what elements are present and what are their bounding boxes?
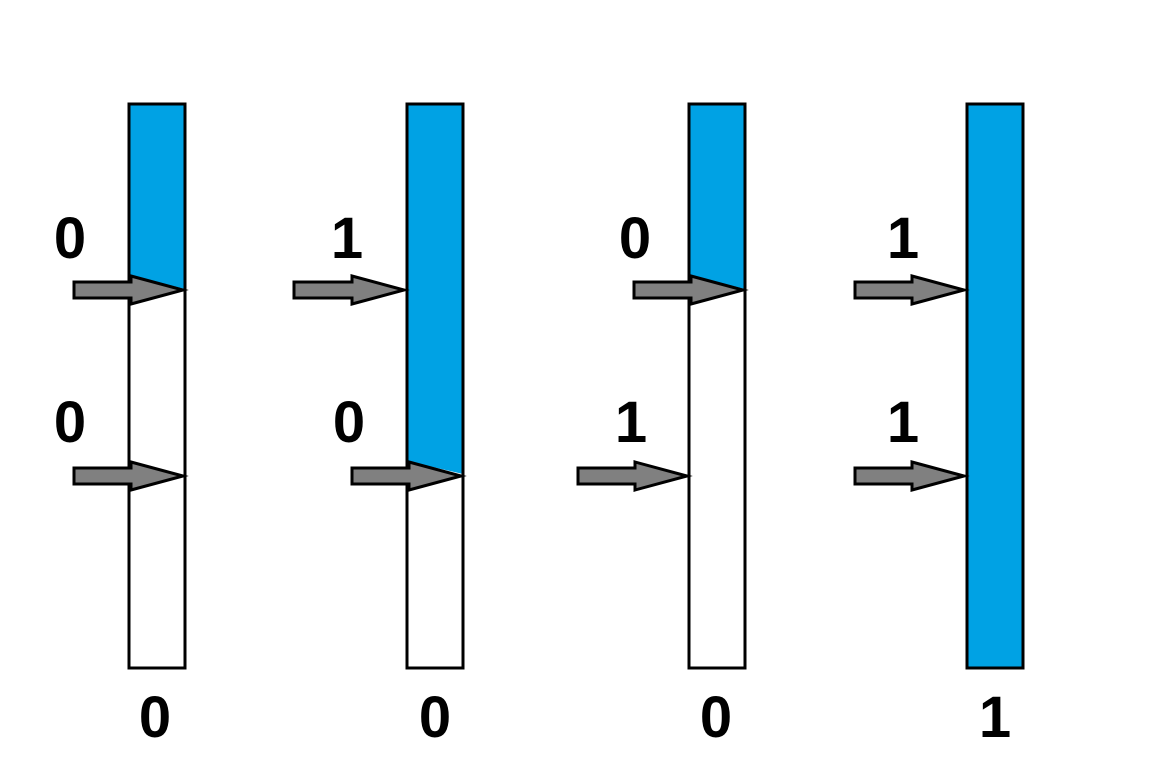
- tube-fill: [129, 104, 185, 289]
- tube-outline: [405, 102, 465, 670]
- tube-fill: [967, 104, 1023, 668]
- tube-outline: [687, 102, 747, 670]
- input-a-label: 1: [887, 206, 919, 271]
- tube-outline: [127, 102, 187, 670]
- tube-fill: [689, 104, 745, 289]
- output-label: 1: [979, 685, 1011, 750]
- input-b-label: 0: [333, 390, 365, 455]
- input-b-label: 1: [887, 390, 919, 455]
- arrow-icon: [632, 274, 749, 306]
- gate-column-3: 0 1 0: [576, 102, 749, 750]
- arrow-icon: [72, 460, 189, 492]
- arrow-icon: [853, 460, 970, 492]
- tube-outline: [965, 102, 1025, 670]
- gate-column-1: 0 0 0: [54, 102, 189, 750]
- arrow-icon: [350, 460, 467, 492]
- arrow-icon: [576, 460, 693, 492]
- tube-fill: [407, 104, 463, 474]
- input-a-label: 1: [331, 206, 363, 271]
- gate-column-2: 1 0 0: [292, 102, 467, 750]
- output-label: 0: [139, 685, 171, 750]
- output-label: 0: [700, 685, 732, 750]
- gate-column-4: 1 1 1: [853, 102, 1025, 750]
- input-a-label: 0: [619, 206, 651, 271]
- input-a-label: 0: [54, 206, 86, 271]
- arrow-icon: [292, 274, 410, 306]
- input-b-label: 1: [615, 390, 647, 455]
- arrow-icon: [72, 274, 189, 306]
- arrow-icon: [853, 274, 970, 306]
- input-b-label: 0: [54, 390, 86, 455]
- output-label: 0: [419, 685, 451, 750]
